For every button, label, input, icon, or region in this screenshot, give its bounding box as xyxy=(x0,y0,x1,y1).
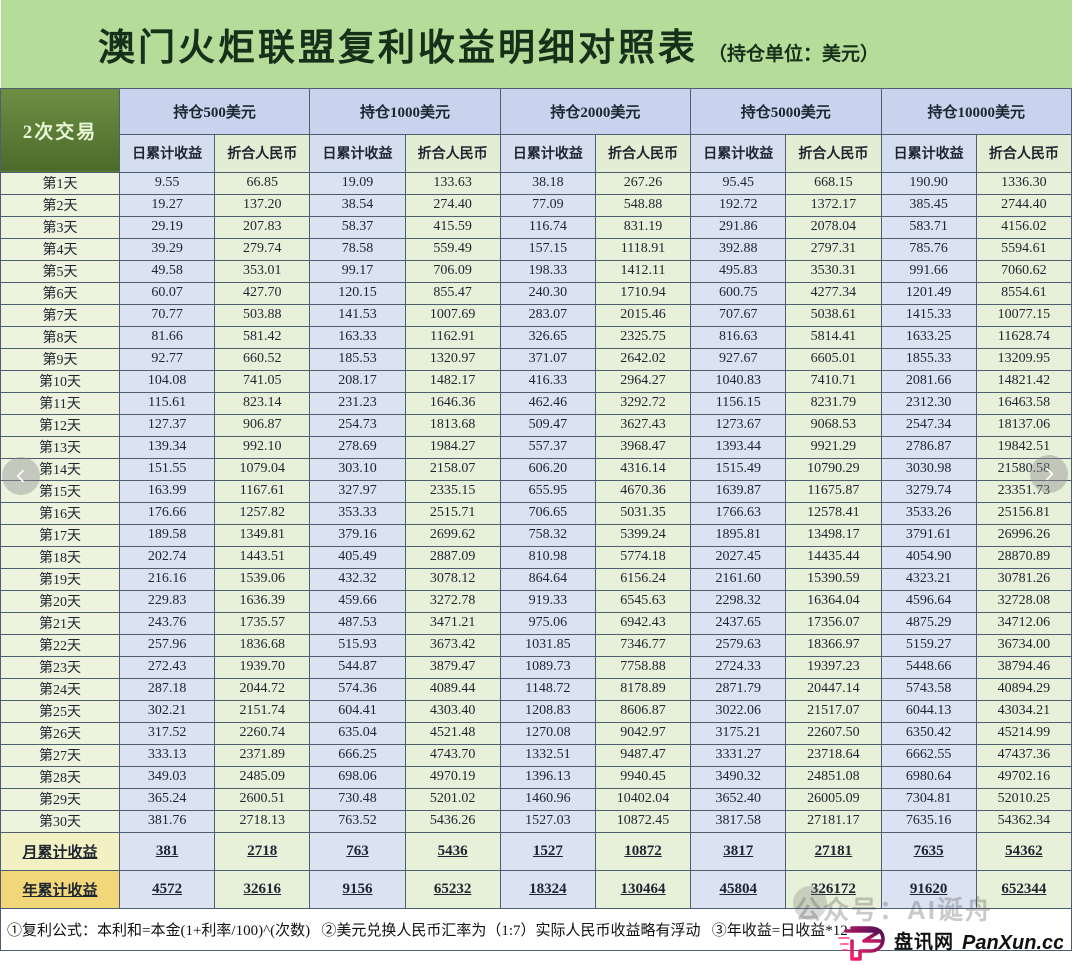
svg-text:PanXun.cc: PanXun.cc xyxy=(962,932,1063,954)
svg-text:盘讯网: 盘讯网 xyxy=(894,930,954,953)
